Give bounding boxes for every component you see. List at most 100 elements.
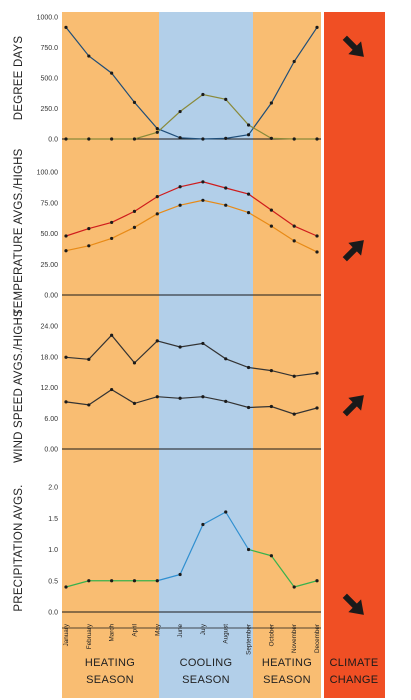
data-point (132, 137, 137, 141)
month-label: November (291, 624, 298, 653)
data-point (315, 250, 319, 254)
month-label: March (109, 624, 116, 642)
data-point (155, 195, 159, 199)
climate-change-label-line2: CHANGE (330, 674, 379, 686)
data-point (64, 585, 68, 589)
month-label: August (223, 624, 230, 644)
arrow-head (348, 240, 364, 256)
data-point (64, 249, 68, 253)
y-tick-label: 750.0 (40, 45, 58, 52)
data-point (315, 579, 319, 583)
data-point (269, 136, 273, 140)
y-tick-label: 1.0 (48, 547, 58, 554)
climate-change-band (324, 12, 385, 698)
season-label-line1: HEATING (85, 657, 135, 669)
data-point (132, 209, 137, 213)
month-label: October (268, 624, 275, 646)
data-point (246, 192, 251, 196)
data-point (155, 579, 159, 583)
arrow-up-icon (342, 395, 364, 417)
data-point (315, 371, 319, 375)
series-line-segment (157, 573, 181, 582)
y-tick-label: 0.00 (44, 447, 58, 454)
series-line-segment (294, 580, 318, 588)
data-point (64, 137, 68, 141)
y-tick-label: 1000.0 (37, 15, 59, 22)
data-point (315, 137, 319, 141)
data-point (110, 137, 114, 141)
data-point (292, 224, 296, 228)
arrow-head (348, 41, 364, 57)
data-point (292, 59, 296, 64)
data-point (315, 406, 319, 410)
y-axis-label: PRECIPITATION AVGS. (13, 484, 25, 611)
y-tick-label: 250.0 (40, 106, 58, 113)
data-point (178, 345, 182, 349)
data-point (246, 405, 251, 410)
data-point (178, 136, 182, 140)
arrow-down-icon (342, 35, 364, 57)
data-point (132, 225, 137, 229)
data-point (224, 399, 228, 403)
data-point (64, 400, 68, 404)
data-point (110, 236, 114, 241)
y-tick-label: 12.00 (40, 385, 58, 392)
arrow-head (348, 395, 364, 411)
data-point (269, 368, 273, 373)
data-point (178, 185, 182, 189)
data-point (155, 395, 159, 399)
month-label: April (131, 624, 138, 637)
series-line (65, 334, 318, 377)
data-point (155, 130, 159, 134)
arrow-up-icon (342, 240, 364, 262)
month-label: May (154, 623, 161, 636)
arrow-shaft (342, 35, 358, 51)
data-point (64, 234, 68, 238)
arrow-down-icon (342, 593, 364, 615)
data-point (269, 101, 273, 105)
data-point (315, 25, 319, 29)
data-point (246, 547, 251, 552)
y-axis-label: TEMPERATURE AVGS./HIGHS (13, 148, 25, 315)
heating-season-band-2 (253, 12, 321, 698)
y-tick-label: 0.00 (44, 293, 58, 300)
data-point (110, 387, 114, 392)
season-label-line2: SEASON (86, 674, 134, 686)
data-point (292, 585, 296, 589)
series-line-segment (248, 548, 272, 557)
series-line (65, 199, 318, 253)
data-point (87, 137, 91, 141)
arrow-head (348, 599, 364, 615)
data-point (269, 224, 273, 228)
y-tick-label: 50.00 (40, 231, 58, 238)
data-point (132, 361, 137, 365)
data-point (246, 365, 251, 370)
data-point (178, 109, 182, 114)
data-point (201, 522, 205, 527)
data-point (224, 186, 228, 190)
month-label: December (314, 624, 321, 653)
data-point (178, 396, 182, 400)
season-label-line1: COOLING (180, 657, 233, 669)
arrow-shaft (342, 401, 358, 417)
data-point (87, 403, 91, 407)
data-point (87, 226, 91, 231)
data-point (246, 133, 251, 137)
y-tick-label: 500.0 (40, 76, 58, 83)
data-point (269, 404, 273, 409)
month-label: July (200, 623, 207, 635)
y-tick-label: 1.5 (48, 516, 58, 523)
data-point (87, 244, 91, 248)
arrow-shaft (342, 593, 358, 609)
data-point (224, 203, 228, 207)
arrow-shaft (342, 246, 358, 262)
data-point (224, 357, 228, 361)
data-point (292, 239, 296, 243)
y-tick-label: 2.0 (48, 485, 58, 492)
month-label: September (246, 624, 253, 655)
data-point (132, 579, 137, 583)
data-point (269, 554, 273, 558)
panel-2: 0.00 25.00 50.00 75.00 100.00 TEMPERATURE AVG… (13, 148, 364, 316)
y-tick-label: 100.00 (37, 170, 59, 177)
